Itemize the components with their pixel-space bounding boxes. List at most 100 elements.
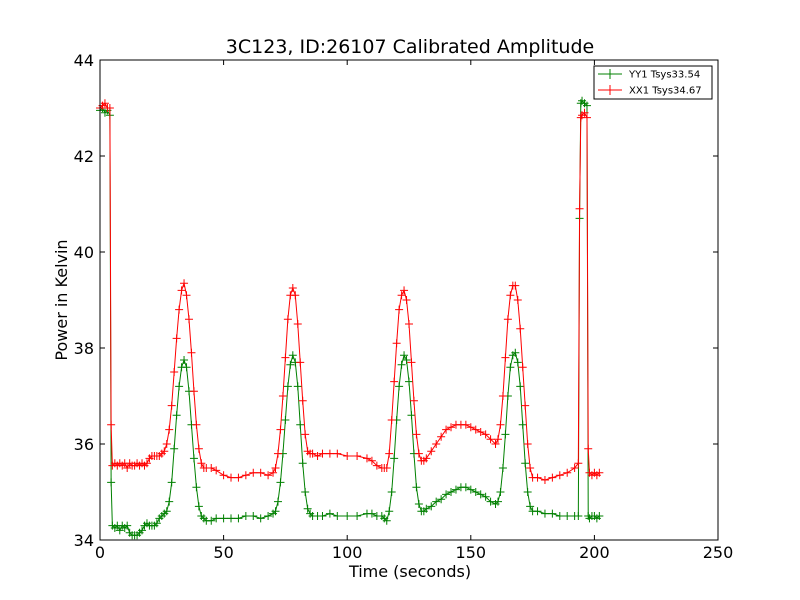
data-point-yy1 <box>511 348 520 357</box>
data-point-xx1 <box>212 466 221 475</box>
y-tick-label: 40 <box>74 243 94 262</box>
data-point-yy1 <box>447 488 456 496</box>
data-point-xx1 <box>165 425 174 434</box>
data-point-yy1 <box>138 526 147 535</box>
data-point-xx1 <box>422 454 431 463</box>
data-point-xx1 <box>580 108 589 117</box>
data-point-yy1 <box>192 483 201 492</box>
data-point-yy1 <box>227 514 236 523</box>
data-point-yy1 <box>432 497 441 506</box>
data-point-yy1 <box>493 497 502 506</box>
data-point-xx1 <box>177 286 186 295</box>
data-point-xx1 <box>471 425 480 434</box>
data-point-yy1 <box>461 483 470 492</box>
data-point-yy1 <box>442 490 451 499</box>
data-point-yy1 <box>293 382 302 391</box>
data-point-xx1 <box>187 348 196 357</box>
data-point-yy1 <box>281 416 290 424</box>
data-point-yy1 <box>276 478 285 487</box>
data-point-xx1 <box>582 113 591 122</box>
data-point-yy1 <box>249 512 258 520</box>
data-point-xx1 <box>395 305 404 314</box>
data-point-yy1 <box>414 500 423 508</box>
data-point-yy1 <box>471 488 480 496</box>
data-point-yy1 <box>400 351 409 360</box>
data-point-yy1 <box>496 488 505 496</box>
data-point-xx1 <box>437 432 446 441</box>
x-tick-label: 200 <box>579 543 610 562</box>
data-point-xx1 <box>493 435 502 444</box>
data-point-yy1 <box>175 382 184 391</box>
data-point-xx1 <box>382 464 391 472</box>
data-point-xx1 <box>175 305 184 314</box>
data-point-yy1 <box>241 512 250 520</box>
data-point-xx1 <box>182 291 191 300</box>
data-point-xx1 <box>533 473 542 482</box>
data-point-yy1 <box>303 504 312 513</box>
data-point-yy1 <box>165 497 174 506</box>
data-point-xx1 <box>333 449 342 458</box>
data-point-xx1 <box>595 468 604 477</box>
data-point-xx1 <box>570 464 579 472</box>
data-point-xx1 <box>466 423 475 432</box>
x-tick-label: 150 <box>456 543 487 562</box>
data-point-xx1 <box>496 420 505 429</box>
data-point-yy1 <box>288 351 297 360</box>
data-point-yy1 <box>595 512 604 520</box>
data-point-xx1 <box>400 286 409 295</box>
data-point-xx1 <box>167 401 176 410</box>
data-point-yy1 <box>170 444 179 453</box>
data-point-yy1 <box>172 411 181 420</box>
data-point-yy1 <box>286 360 295 369</box>
data-point-xx1 <box>461 420 470 429</box>
data-point-yy1 <box>353 512 362 520</box>
data-point-yy1 <box>526 502 535 511</box>
data-point-xx1 <box>486 435 495 444</box>
y-tick-label: 38 <box>74 339 94 358</box>
data-point-yy1 <box>298 459 307 468</box>
series-markers-xx1 <box>96 99 604 484</box>
data-point-xx1 <box>584 444 593 453</box>
data-point-yy1 <box>407 411 416 420</box>
data-point-xx1 <box>325 449 334 458</box>
data-point-xx1 <box>498 392 507 400</box>
data-point-xx1 <box>540 476 549 484</box>
data-point-yy1 <box>402 356 411 364</box>
data-point-xx1 <box>160 447 169 456</box>
data-point-xx1 <box>194 444 203 453</box>
data-point-xx1 <box>503 315 512 324</box>
data-point-yy1 <box>518 420 527 429</box>
data-point-xx1 <box>107 420 116 429</box>
data-point-xx1 <box>390 377 399 386</box>
data-point-yy1 <box>256 514 265 523</box>
data-point-xx1 <box>526 464 535 472</box>
data-point-xx1 <box>506 291 515 300</box>
data-point-xx1 <box>189 387 198 396</box>
data-point-yy1 <box>513 358 522 367</box>
data-point-yy1 <box>283 382 292 391</box>
data-point-yy1 <box>395 382 404 391</box>
data-point-yy1 <box>271 507 280 516</box>
data-point-xx1 <box>172 334 181 343</box>
data-point-yy1 <box>427 502 436 511</box>
legend: YY1 Tsys33.54 XX1 Tsys34.67 <box>593 65 713 100</box>
legend-label-xx1: XX1 Tsys34.67 <box>629 86 702 97</box>
data-point-yy1 <box>152 519 161 528</box>
data-point-yy1 <box>397 360 406 369</box>
data-point-yy1 <box>343 512 352 520</box>
data-point-xx1 <box>513 296 522 304</box>
data-point-yy1 <box>422 504 431 513</box>
data-point-xx1 <box>281 353 290 362</box>
data-point-xx1 <box>288 284 297 292</box>
data-point-xx1 <box>227 473 236 482</box>
data-point-xx1 <box>184 315 193 324</box>
data-point-xx1 <box>523 440 532 448</box>
data-point-yy1 <box>167 478 176 487</box>
data-point-xx1 <box>241 471 250 480</box>
data-point-xx1 <box>409 396 418 405</box>
data-point-xx1 <box>555 471 564 480</box>
legend-marker-yy1 <box>605 69 615 79</box>
data-point-yy1 <box>555 512 564 520</box>
data-point-yy1 <box>501 430 510 439</box>
data-point-xx1 <box>308 449 317 458</box>
